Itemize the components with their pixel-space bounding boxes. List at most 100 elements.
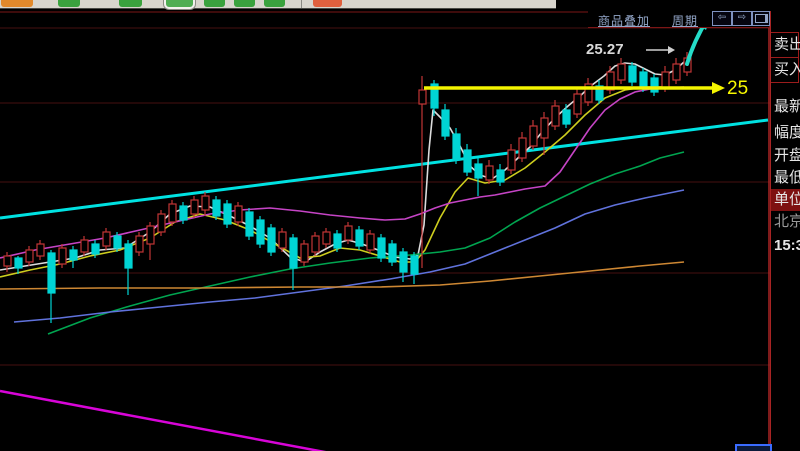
window-layout-button[interactable] bbox=[752, 11, 770, 26]
candlestick-chart bbox=[0, 11, 770, 451]
toolbar-green-button-5[interactable] bbox=[234, 0, 255, 7]
resistance-price-label: 25 bbox=[727, 78, 749, 99]
candle-body bbox=[102, 231, 111, 247]
candle-body bbox=[529, 125, 538, 147]
ma-magenta bbox=[0, 86, 685, 259]
candle-body bbox=[223, 203, 232, 225]
top-toolbar bbox=[0, 0, 556, 9]
city-label: 北京 bbox=[774, 213, 800, 230]
candle-body bbox=[80, 239, 89, 253]
candle-body bbox=[25, 249, 34, 263]
buy-button[interactable]: 买入 bbox=[771, 57, 800, 83]
peak-price-annotation: 25.27 bbox=[586, 41, 624, 58]
candle-body bbox=[300, 243, 309, 263]
candle-body bbox=[430, 83, 439, 109]
candle-body bbox=[540, 117, 549, 139]
candle-body bbox=[410, 255, 419, 275]
candle-body bbox=[507, 149, 516, 171]
quote-sidebar: 卖出 买入 最新 幅度 开盘 最低 单位 北京 15:3 bbox=[770, 11, 800, 451]
candle-body bbox=[584, 83, 593, 103]
ma-orange bbox=[0, 261, 685, 290]
candle-body bbox=[146, 225, 155, 245]
candle-body bbox=[135, 235, 144, 253]
candle-body bbox=[179, 205, 188, 221]
candle-body bbox=[124, 243, 133, 269]
sell-button[interactable]: 卖出 bbox=[771, 32, 800, 58]
candle-body bbox=[639, 71, 648, 89]
toolbar-orange-button[interactable] bbox=[1, 0, 33, 7]
candle-body bbox=[573, 93, 582, 115]
candle-body bbox=[562, 109, 571, 125]
candle-body bbox=[355, 229, 364, 247]
candle-body bbox=[190, 199, 199, 215]
candle-body bbox=[344, 225, 353, 241]
candle-body bbox=[58, 247, 67, 265]
downtrend-line bbox=[0, 389, 327, 451]
low-price-label: 最低 bbox=[774, 169, 800, 186]
unit-row[interactable]: 单位 bbox=[771, 189, 800, 211]
candlestick-series bbox=[3, 52, 692, 323]
candle-body bbox=[14, 257, 23, 269]
candle-body bbox=[3, 255, 12, 267]
toolbar-green-button-1[interactable] bbox=[58, 0, 80, 7]
candle-body bbox=[452, 133, 461, 161]
candle-body bbox=[628, 65, 637, 83]
toolbar-green-button-3[interactable] bbox=[164, 0, 195, 9]
candle-body bbox=[617, 63, 626, 81]
candle-body bbox=[322, 231, 331, 245]
candle-body bbox=[333, 233, 342, 249]
candle-body bbox=[91, 243, 100, 255]
candle-body bbox=[311, 235, 320, 253]
ma-blue bbox=[13, 189, 685, 323]
latest-price-label: 最新 bbox=[774, 98, 800, 115]
candle-body bbox=[366, 233, 375, 251]
toolbar-green-button-2[interactable] bbox=[119, 0, 142, 7]
candle-body bbox=[267, 227, 276, 253]
nav-back-button[interactable]: ⇦ bbox=[712, 11, 732, 26]
candle-body bbox=[36, 243, 45, 257]
candle-body bbox=[256, 219, 265, 245]
toolbar-divider bbox=[301, 0, 302, 8]
clock-time: 15:3 bbox=[774, 237, 800, 254]
open-price-label: 开盘 bbox=[774, 147, 800, 164]
candle-body bbox=[113, 235, 122, 249]
ma-white bbox=[0, 61, 685, 271]
candle-body bbox=[234, 205, 243, 223]
candle-body bbox=[551, 105, 560, 127]
candle-body bbox=[606, 71, 615, 91]
candle-body bbox=[47, 252, 56, 294]
candle-body bbox=[463, 149, 472, 173]
candle-body bbox=[418, 89, 427, 105]
candle-body bbox=[278, 231, 287, 249]
candle-body bbox=[518, 137, 527, 159]
candle-body bbox=[157, 213, 166, 233]
candle-body bbox=[168, 203, 177, 223]
candle-body bbox=[485, 165, 494, 181]
candle-body bbox=[595, 85, 604, 101]
candle-body bbox=[245, 211, 254, 237]
chart-header: 商品叠加 周期 ⇦ ⇨ bbox=[588, 11, 770, 28]
bottom-right-button[interactable] bbox=[735, 444, 772, 451]
peak-annotation-arrowhead bbox=[668, 46, 675, 54]
uptrend-line bbox=[0, 118, 769, 220]
candle-body bbox=[377, 237, 386, 259]
nav-forward-button[interactable]: ⇨ bbox=[732, 11, 752, 26]
period-link[interactable]: 周期 bbox=[672, 14, 699, 28]
ma-green bbox=[47, 151, 685, 335]
candle-body bbox=[69, 249, 78, 261]
candle-body bbox=[496, 169, 505, 183]
candle-body bbox=[388, 243, 397, 263]
toolbar-red-button[interactable] bbox=[313, 0, 342, 7]
resistance-arrowhead bbox=[712, 82, 725, 94]
candle-body bbox=[441, 109, 450, 137]
candle-body bbox=[650, 77, 659, 93]
candle-body bbox=[672, 63, 681, 81]
commodity-overlay-link[interactable]: 商品叠加 bbox=[598, 14, 651, 28]
toolbar-green-button-6[interactable] bbox=[264, 0, 285, 7]
toolbar-green-button-4[interactable] bbox=[204, 0, 225, 7]
candle-body bbox=[661, 71, 670, 89]
candle-body bbox=[212, 199, 221, 217]
candle-body bbox=[399, 251, 408, 273]
candle-body bbox=[201, 195, 210, 211]
